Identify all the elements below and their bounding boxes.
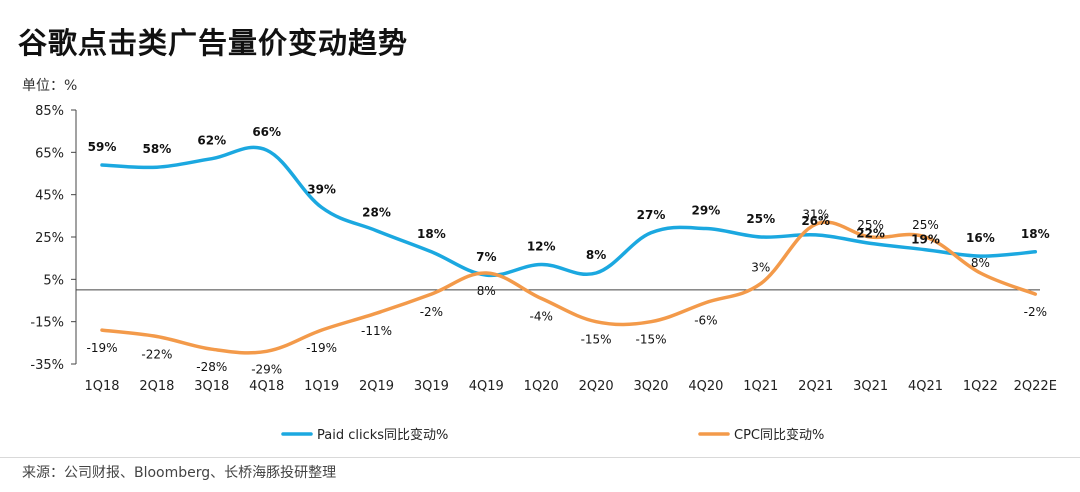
cpc-data-label: -28% [196, 360, 227, 374]
paid-clicks-data-label: 19% [911, 233, 940, 247]
x-tick-label: 3Q19 [414, 379, 449, 394]
footer-divider [0, 457, 1080, 458]
x-tick-label: 1Q19 [304, 379, 339, 394]
y-tick-label: 65% [35, 146, 64, 161]
cpc-data-label: -22% [141, 347, 172, 361]
paid-clicks-data-label: 66% [252, 125, 281, 139]
paid-clicks-data-label: 8% [586, 248, 606, 262]
legend-label-cpc: CPC同比变动% [734, 427, 824, 443]
x-tick-label: 2Q21 [798, 379, 833, 394]
x-tick-label: 2Q19 [359, 379, 394, 394]
series-lines [100, 145, 1038, 355]
y-tick-label: -15% [30, 316, 64, 331]
x-tick-label: 4Q20 [688, 379, 723, 394]
legend-label-paid-clicks: Paid clicks同比变动% [317, 427, 448, 443]
cpc-data-label: -6% [694, 314, 717, 328]
data-labels: 59% 58% 62% 66% 39% 28% 18% 7% 12% 8% 27% 29% 25% 26%… [86, 125, 1049, 376]
paid-clicks-data-label: 16% [966, 231, 995, 245]
y-tick-label: -35% [30, 358, 64, 373]
paid-clicks-data-label: 12% [527, 240, 556, 254]
x-tick-label: 1Q22 [963, 379, 998, 394]
x-tick-label: 2Q20 [579, 379, 614, 394]
cpc-line [100, 220, 1038, 355]
x-tick-label: 4Q21 [908, 379, 943, 394]
x-tick-label: 1Q18 [84, 379, 119, 394]
x-tick-label: 3Q18 [194, 379, 229, 394]
x-tick-label: 2Q18 [139, 379, 174, 394]
cpc-data-label: 31% [802, 207, 829, 221]
paid-clicks-line [100, 145, 1038, 278]
cpc-data-label: -15% [635, 333, 666, 347]
cpc-data-label: 3% [751, 261, 770, 275]
paid-clicks-data-label: 22% [856, 226, 885, 240]
x-tick-label: 4Q18 [249, 379, 284, 394]
x-tick-label: 3Q20 [633, 379, 668, 394]
chart-axes: 85% 65% 45% 25% 5% -15% -35% 1Q18 2Q18 3Q18 4Q18 1Q… [30, 104, 1057, 394]
cpc-data-label: -19% [306, 341, 337, 355]
cpc-data-label: -2% [1024, 305, 1047, 319]
x-tick-label: 3Q21 [853, 379, 888, 394]
x-tick-label: 4Q19 [469, 379, 504, 394]
paid-clicks-data-label: 25% [746, 212, 775, 226]
cpc-data-label: 25% [857, 218, 884, 232]
paid-clicks-data-label: 18% [1021, 227, 1050, 241]
paid-clicks-data-label: 18% [417, 227, 446, 241]
paid-clicks-data-label: 59% [88, 140, 117, 154]
paid-clicks-data-label: 26% [801, 214, 830, 228]
x-tick-label: 2Q22E [1014, 379, 1057, 394]
paid-clicks-data-label: 29% [692, 204, 721, 218]
x-tick-label: 1Q20 [524, 379, 559, 394]
cpc-data-label: 25% [912, 218, 939, 232]
cpc-data-label: -11% [361, 324, 392, 338]
cpc-data-label: -15% [581, 333, 612, 347]
paid-clicks-data-label: 62% [197, 134, 226, 148]
cpc-data-label: -4% [530, 309, 553, 323]
chart-title: 谷歌点击类广告量价变动趋势 [18, 26, 409, 60]
legend: Paid clicks同比变动% CPC同比变动% [281, 427, 824, 443]
cpc-data-label: -2% [420, 305, 443, 319]
y-tick-label: 5% [43, 273, 64, 288]
y-tick-label: 85% [35, 104, 64, 119]
cpc-data-label: -29% [251, 362, 282, 376]
source-note: 来源：公司财报、Bloomberg、长桥海豚投研整理 [22, 465, 337, 481]
cpc-data-label: 8% [971, 256, 990, 270]
y-tick-label: 45% [35, 189, 64, 204]
cpc-data-label: 8% [477, 284, 496, 298]
y-tick-label: 25% [35, 231, 64, 246]
paid-clicks-data-label: 28% [362, 206, 391, 220]
paid-clicks-data-label: 27% [637, 208, 666, 222]
y-unit-label: 单位：% [22, 78, 78, 94]
cpc-data-label: -19% [86, 341, 117, 355]
paid-clicks-data-label: 39% [307, 182, 336, 196]
paid-clicks-data-label: 58% [143, 142, 172, 156]
paid-clicks-data-label: 7% [476, 250, 496, 264]
x-tick-label: 1Q21 [743, 379, 778, 394]
